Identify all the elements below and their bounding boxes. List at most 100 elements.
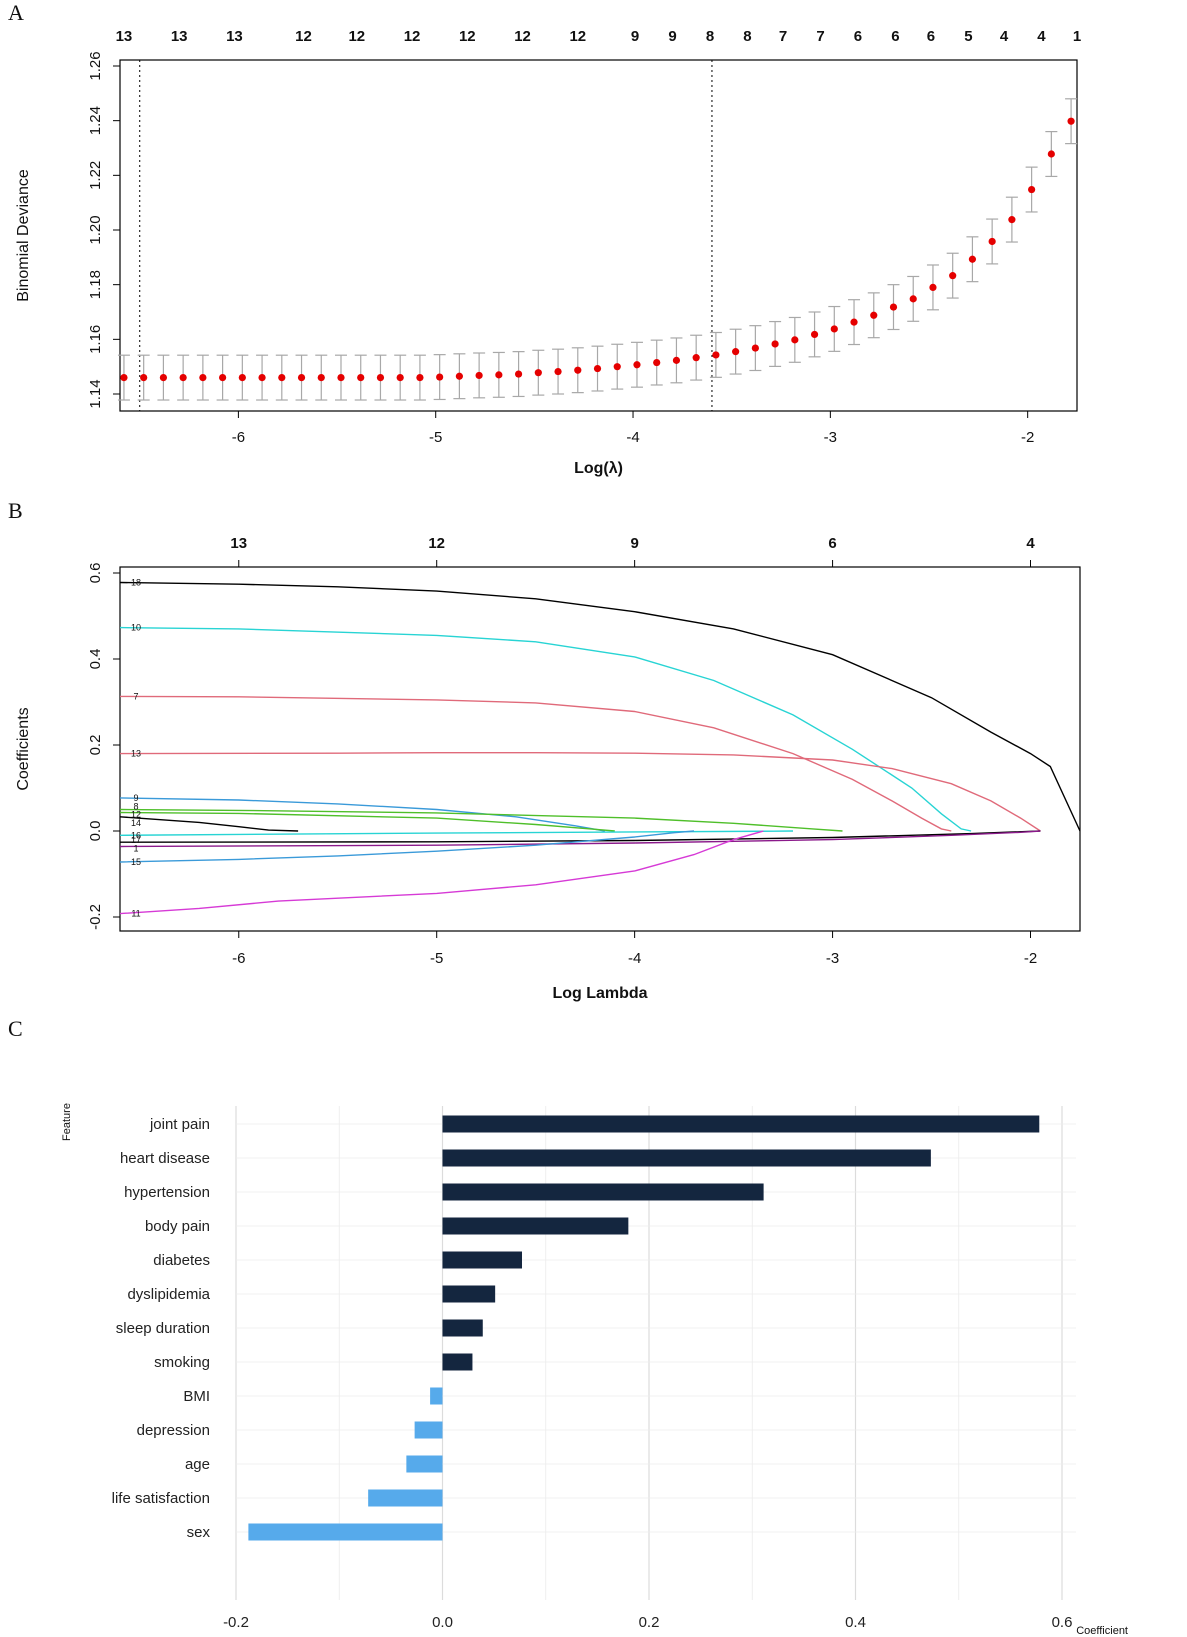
x-tick-label: -0.2 — [223, 1614, 249, 1631]
deviance-point — [120, 374, 128, 382]
x-tick-label: 0.2 — [639, 1614, 660, 1631]
panel-letter-b: B — [8, 498, 23, 523]
y-axis-label: Feature — [61, 1103, 73, 1141]
deviance-point — [159, 374, 168, 382]
coef-path-label: 7 — [133, 691, 138, 701]
coef-path-18 — [119, 581, 1081, 832]
y-axis-label: Binomial Deviance — [15, 169, 32, 302]
top-axis-label: 5 — [964, 28, 972, 45]
deviance-point — [889, 303, 898, 311]
bar-joint-pain — [442, 1115, 1040, 1133]
top-axis-label: 6 — [854, 28, 862, 45]
feature-label: heart disease — [120, 1150, 210, 1167]
feature-label: life satisfaction — [112, 1490, 210, 1507]
panel-letter-a: A — [8, 0, 24, 25]
top-axis-label: 12 — [459, 28, 476, 45]
x-tick-label: -5 — [430, 950, 443, 967]
x-tick-label: -6 — [232, 429, 245, 446]
top-axis-label: 12 — [428, 535, 445, 552]
deviance-point — [554, 367, 562, 376]
deviance-point — [732, 348, 740, 356]
deviance-point — [593, 364, 602, 373]
top-axis-label: 4 — [1026, 535, 1035, 552]
deviance-point — [297, 374, 306, 382]
top-axis-label: 9 — [630, 535, 638, 552]
coef-path-label: 12 — [131, 810, 141, 820]
x-axis-label: Log Lambda — [552, 985, 647, 1002]
y-tick-label: 1.20 — [87, 215, 104, 244]
coef-path-label: 16 — [131, 830, 141, 840]
deviance-point — [179, 374, 187, 382]
deviance-point — [929, 283, 937, 291]
deviance-point — [810, 330, 819, 339]
coef-path-label: 9 — [133, 793, 138, 803]
x-tick-label: -4 — [626, 429, 639, 446]
deviance-point — [830, 325, 838, 333]
top-axis-label: 13 — [230, 535, 247, 552]
top-axis-label: 7 — [779, 28, 787, 45]
y-axis-label: Coefficients — [15, 707, 32, 790]
deviance-point — [376, 374, 385, 382]
bar-sex — [248, 1523, 443, 1541]
y-tick-label: 1.14 — [87, 379, 104, 408]
coef-path-13 — [119, 752, 1041, 832]
feature-label: sex — [187, 1524, 211, 1541]
top-axis-label: 12 — [569, 28, 586, 45]
top-axis-label: 7 — [816, 28, 824, 45]
deviance-point — [692, 354, 700, 362]
x-tick-label: 0.0 — [432, 1614, 453, 1631]
bar-hypertension — [442, 1183, 764, 1201]
x-tick-label: 0.4 — [845, 1614, 866, 1631]
bar-age — [406, 1455, 443, 1473]
deviance-point — [199, 374, 207, 382]
deviance-point — [514, 370, 523, 378]
coef-path-label: 11 — [131, 909, 140, 919]
cv-deviance-chart: -6 -5 -4 -3 -2 1.14 1.16 1.18 1.20 1.22 1.24 1.26 13… — [15, 28, 1081, 477]
deviance-point — [475, 371, 483, 380]
feature-label: depression — [137, 1422, 210, 1439]
y-tick-label: 0.6 — [87, 563, 104, 584]
deviance-point — [613, 363, 621, 371]
bar-heart-disease — [442, 1149, 931, 1167]
deviance-point — [1028, 185, 1036, 194]
deviance-point — [278, 374, 286, 382]
deviance-point — [140, 374, 148, 382]
feature-label: body pain — [145, 1218, 210, 1235]
feature-label: joint pain — [149, 1116, 210, 1133]
deviance-point — [672, 356, 681, 364]
feature-label: hypertension — [124, 1184, 210, 1201]
deviance-point — [791, 336, 799, 344]
deviance-point — [337, 374, 345, 382]
y-tick-label: 0.2 — [87, 735, 104, 756]
panel-letter-c: C — [8, 1016, 23, 1041]
deviance-point — [909, 295, 917, 303]
feature-label: dyslipidemia — [127, 1286, 210, 1303]
y-tick-label: 0.0 — [87, 821, 104, 842]
deviance-point — [317, 374, 325, 382]
x-tick-label: -3 — [826, 950, 839, 967]
coef-path-15 — [119, 830, 695, 863]
deviance-point — [258, 374, 266, 382]
top-axis-label: 6 — [927, 28, 935, 45]
coef-path-label: 17 — [131, 835, 141, 845]
x-tick-label: -4 — [628, 950, 641, 967]
deviance-point — [712, 351, 720, 359]
y-tick-label: 1.16 — [87, 325, 104, 354]
feature-label: age — [185, 1456, 210, 1473]
coef-path-10 — [119, 626, 972, 832]
y-tick-label: 1.18 — [87, 270, 104, 299]
coef-path-9 — [119, 797, 606, 832]
coef-path-16 — [119, 830, 794, 836]
x-tick-label: -3 — [824, 429, 837, 446]
deviance-point — [988, 237, 996, 246]
top-axis-label: 12 — [348, 28, 365, 45]
deviance-point — [1067, 117, 1075, 125]
top-axis-label: 1 — [1073, 28, 1081, 45]
bar-dyslipidemia — [442, 1285, 496, 1303]
deviance-point — [534, 369, 542, 377]
top-axis-label: 6 — [891, 28, 899, 45]
bar-diabetes — [442, 1251, 523, 1269]
deviance-point — [1008, 216, 1016, 224]
coef-path-label: 18 — [131, 577, 141, 587]
